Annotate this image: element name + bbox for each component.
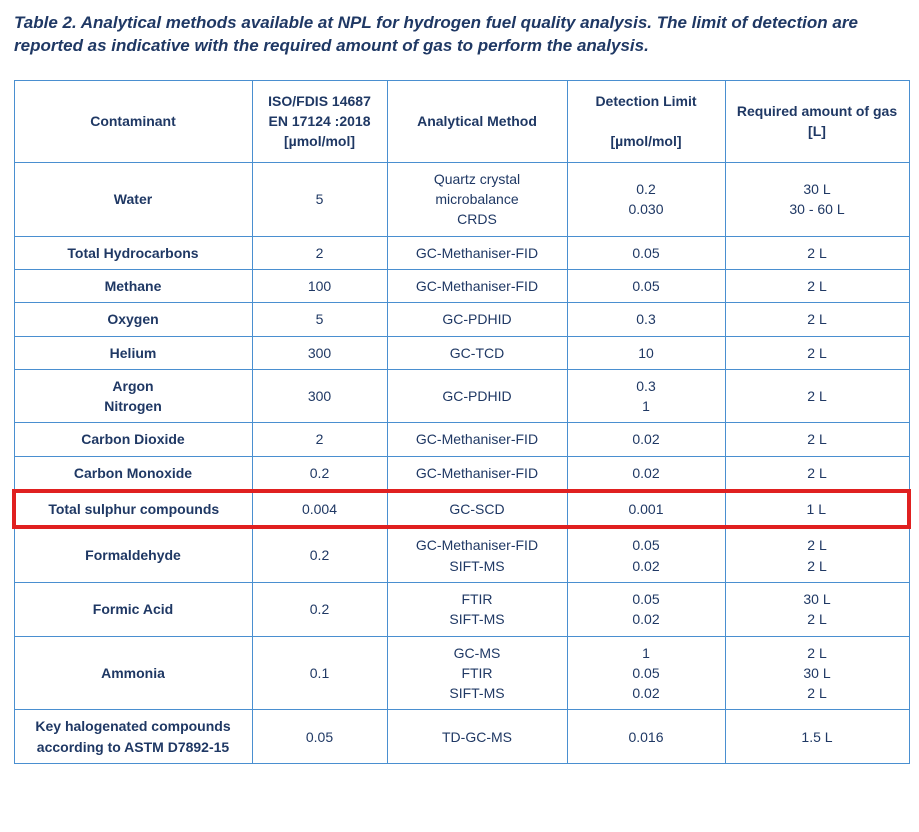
cell-method: FTIRSIFT-MS (387, 582, 567, 636)
cell-contaminant: Water (14, 162, 252, 236)
table-row: Total sulphur compounds0.004GC-SCD0.0011… (14, 491, 909, 527)
col-header-method: Analytical Method (387, 80, 567, 162)
cell-contaminant: Methane (14, 269, 252, 302)
cell-gas: 2 L (725, 303, 909, 336)
cell-iso: 5 (252, 162, 387, 236)
cell-method: GC-PDHID (387, 369, 567, 423)
cell-gas: 2 L (725, 269, 909, 302)
cell-contaminant: Helium (14, 336, 252, 369)
table-row: Ammonia0.1GC-MSFTIRSIFT-MS10.050.022 L30… (14, 636, 909, 710)
cell-limit: 0.05 (567, 236, 725, 269)
cell-limit: 0.20.030 (567, 162, 725, 236)
table-row: Methane100GC-Methaniser-FID0.052 L (14, 269, 909, 302)
cell-limit: 10 (567, 336, 725, 369)
cell-gas: 30 L30 - 60 L (725, 162, 909, 236)
cell-iso: 0.004 (252, 491, 387, 527)
table-row: Carbon Dioxide2GC-Methaniser-FID0.022 L (14, 423, 909, 456)
cell-iso: 5 (252, 303, 387, 336)
table-row: Helium300GC-TCD102 L (14, 336, 909, 369)
cell-method: Quartz crystal microbalanceCRDS (387, 162, 567, 236)
cell-limit: 10.050.02 (567, 636, 725, 710)
cell-gas: 2 L (725, 369, 909, 423)
cell-contaminant: ArgonNitrogen (14, 369, 252, 423)
cell-gas: 1.5 L (725, 710, 909, 764)
table-row: Key halogenated compounds according to A… (14, 710, 909, 764)
col-header-limit: Detection Limit[µmol/mol] (567, 80, 725, 162)
col-header-gas: Required amount of gas[L] (725, 80, 909, 162)
cell-gas: 30 L2 L (725, 582, 909, 636)
cell-method: GC-SCD (387, 491, 567, 527)
cell-gas: 2 L (725, 236, 909, 269)
table-row: Carbon Monoxide0.2GC-Methaniser-FID0.022… (14, 456, 909, 491)
cell-gas: 2 L (725, 456, 909, 491)
cell-gas: 1 L (725, 491, 909, 527)
table-row: ArgonNitrogen300GC-PDHID0.312 L (14, 369, 909, 423)
cell-iso: 0.2 (252, 527, 387, 582)
cell-method: GC-MSFTIRSIFT-MS (387, 636, 567, 710)
cell-contaminant: Key halogenated compounds according to A… (14, 710, 252, 764)
cell-iso: 0.2 (252, 582, 387, 636)
table-row: Formaldehyde0.2GC-Methaniser-FIDSIFT-MS0… (14, 527, 909, 582)
cell-iso: 0.05 (252, 710, 387, 764)
cell-iso: 0.1 (252, 636, 387, 710)
cell-limit: 0.016 (567, 710, 725, 764)
cell-limit: 0.001 (567, 491, 725, 527)
analytical-methods-table: Contaminant ISO/FDIS 14687EN 17124 :2018… (12, 80, 911, 764)
cell-limit: 0.02 (567, 456, 725, 491)
cell-method: GC-Methaniser-FID (387, 236, 567, 269)
cell-contaminant: Formaldehyde (14, 527, 252, 582)
cell-method: TD-GC-MS (387, 710, 567, 764)
cell-contaminant: Oxygen (14, 303, 252, 336)
cell-limit: 0.05 (567, 269, 725, 302)
cell-limit: 0.02 (567, 423, 725, 456)
cell-gas: 2 L (725, 336, 909, 369)
cell-limit: 0.050.02 (567, 527, 725, 582)
cell-iso: 100 (252, 269, 387, 302)
cell-iso: 2 (252, 423, 387, 456)
cell-contaminant: Carbon Dioxide (14, 423, 252, 456)
cell-iso: 0.2 (252, 456, 387, 491)
cell-method: GC-TCD (387, 336, 567, 369)
cell-gas: 2 L2 L (725, 527, 909, 582)
table-header-row: Contaminant ISO/FDIS 14687EN 17124 :2018… (14, 80, 909, 162)
cell-method: GC-Methaniser-FID (387, 423, 567, 456)
cell-contaminant: Total Hydrocarbons (14, 236, 252, 269)
cell-limit: 0.31 (567, 369, 725, 423)
cell-limit: 0.3 (567, 303, 725, 336)
cell-method: GC-Methaniser-FID (387, 269, 567, 302)
table-row: Oxygen5GC-PDHID0.32 L (14, 303, 909, 336)
cell-method: GC-Methaniser-FIDSIFT-MS (387, 527, 567, 582)
cell-method: GC-PDHID (387, 303, 567, 336)
cell-contaminant: Carbon Monoxide (14, 456, 252, 491)
cell-method: GC-Methaniser-FID (387, 456, 567, 491)
table-row: Water5Quartz crystal microbalanceCRDS0.2… (14, 162, 909, 236)
cell-gas: 2 L30 L2 L (725, 636, 909, 710)
table-row: Total Hydrocarbons2GC-Methaniser-FID0.05… (14, 236, 909, 269)
cell-contaminant: Total sulphur compounds (14, 491, 252, 527)
table-row: Formic Acid0.2FTIRSIFT-MS0.050.0230 L2 L (14, 582, 909, 636)
cell-limit: 0.050.02 (567, 582, 725, 636)
cell-iso: 2 (252, 236, 387, 269)
table-caption: Table 2. Analytical methods available at… (14, 12, 907, 58)
col-header-iso: ISO/FDIS 14687EN 17124 :2018[µmol/mol] (252, 80, 387, 162)
cell-gas: 2 L (725, 423, 909, 456)
col-header-contaminant: Contaminant (14, 80, 252, 162)
cell-contaminant: Formic Acid (14, 582, 252, 636)
cell-iso: 300 (252, 336, 387, 369)
cell-contaminant: Ammonia (14, 636, 252, 710)
cell-iso: 300 (252, 369, 387, 423)
